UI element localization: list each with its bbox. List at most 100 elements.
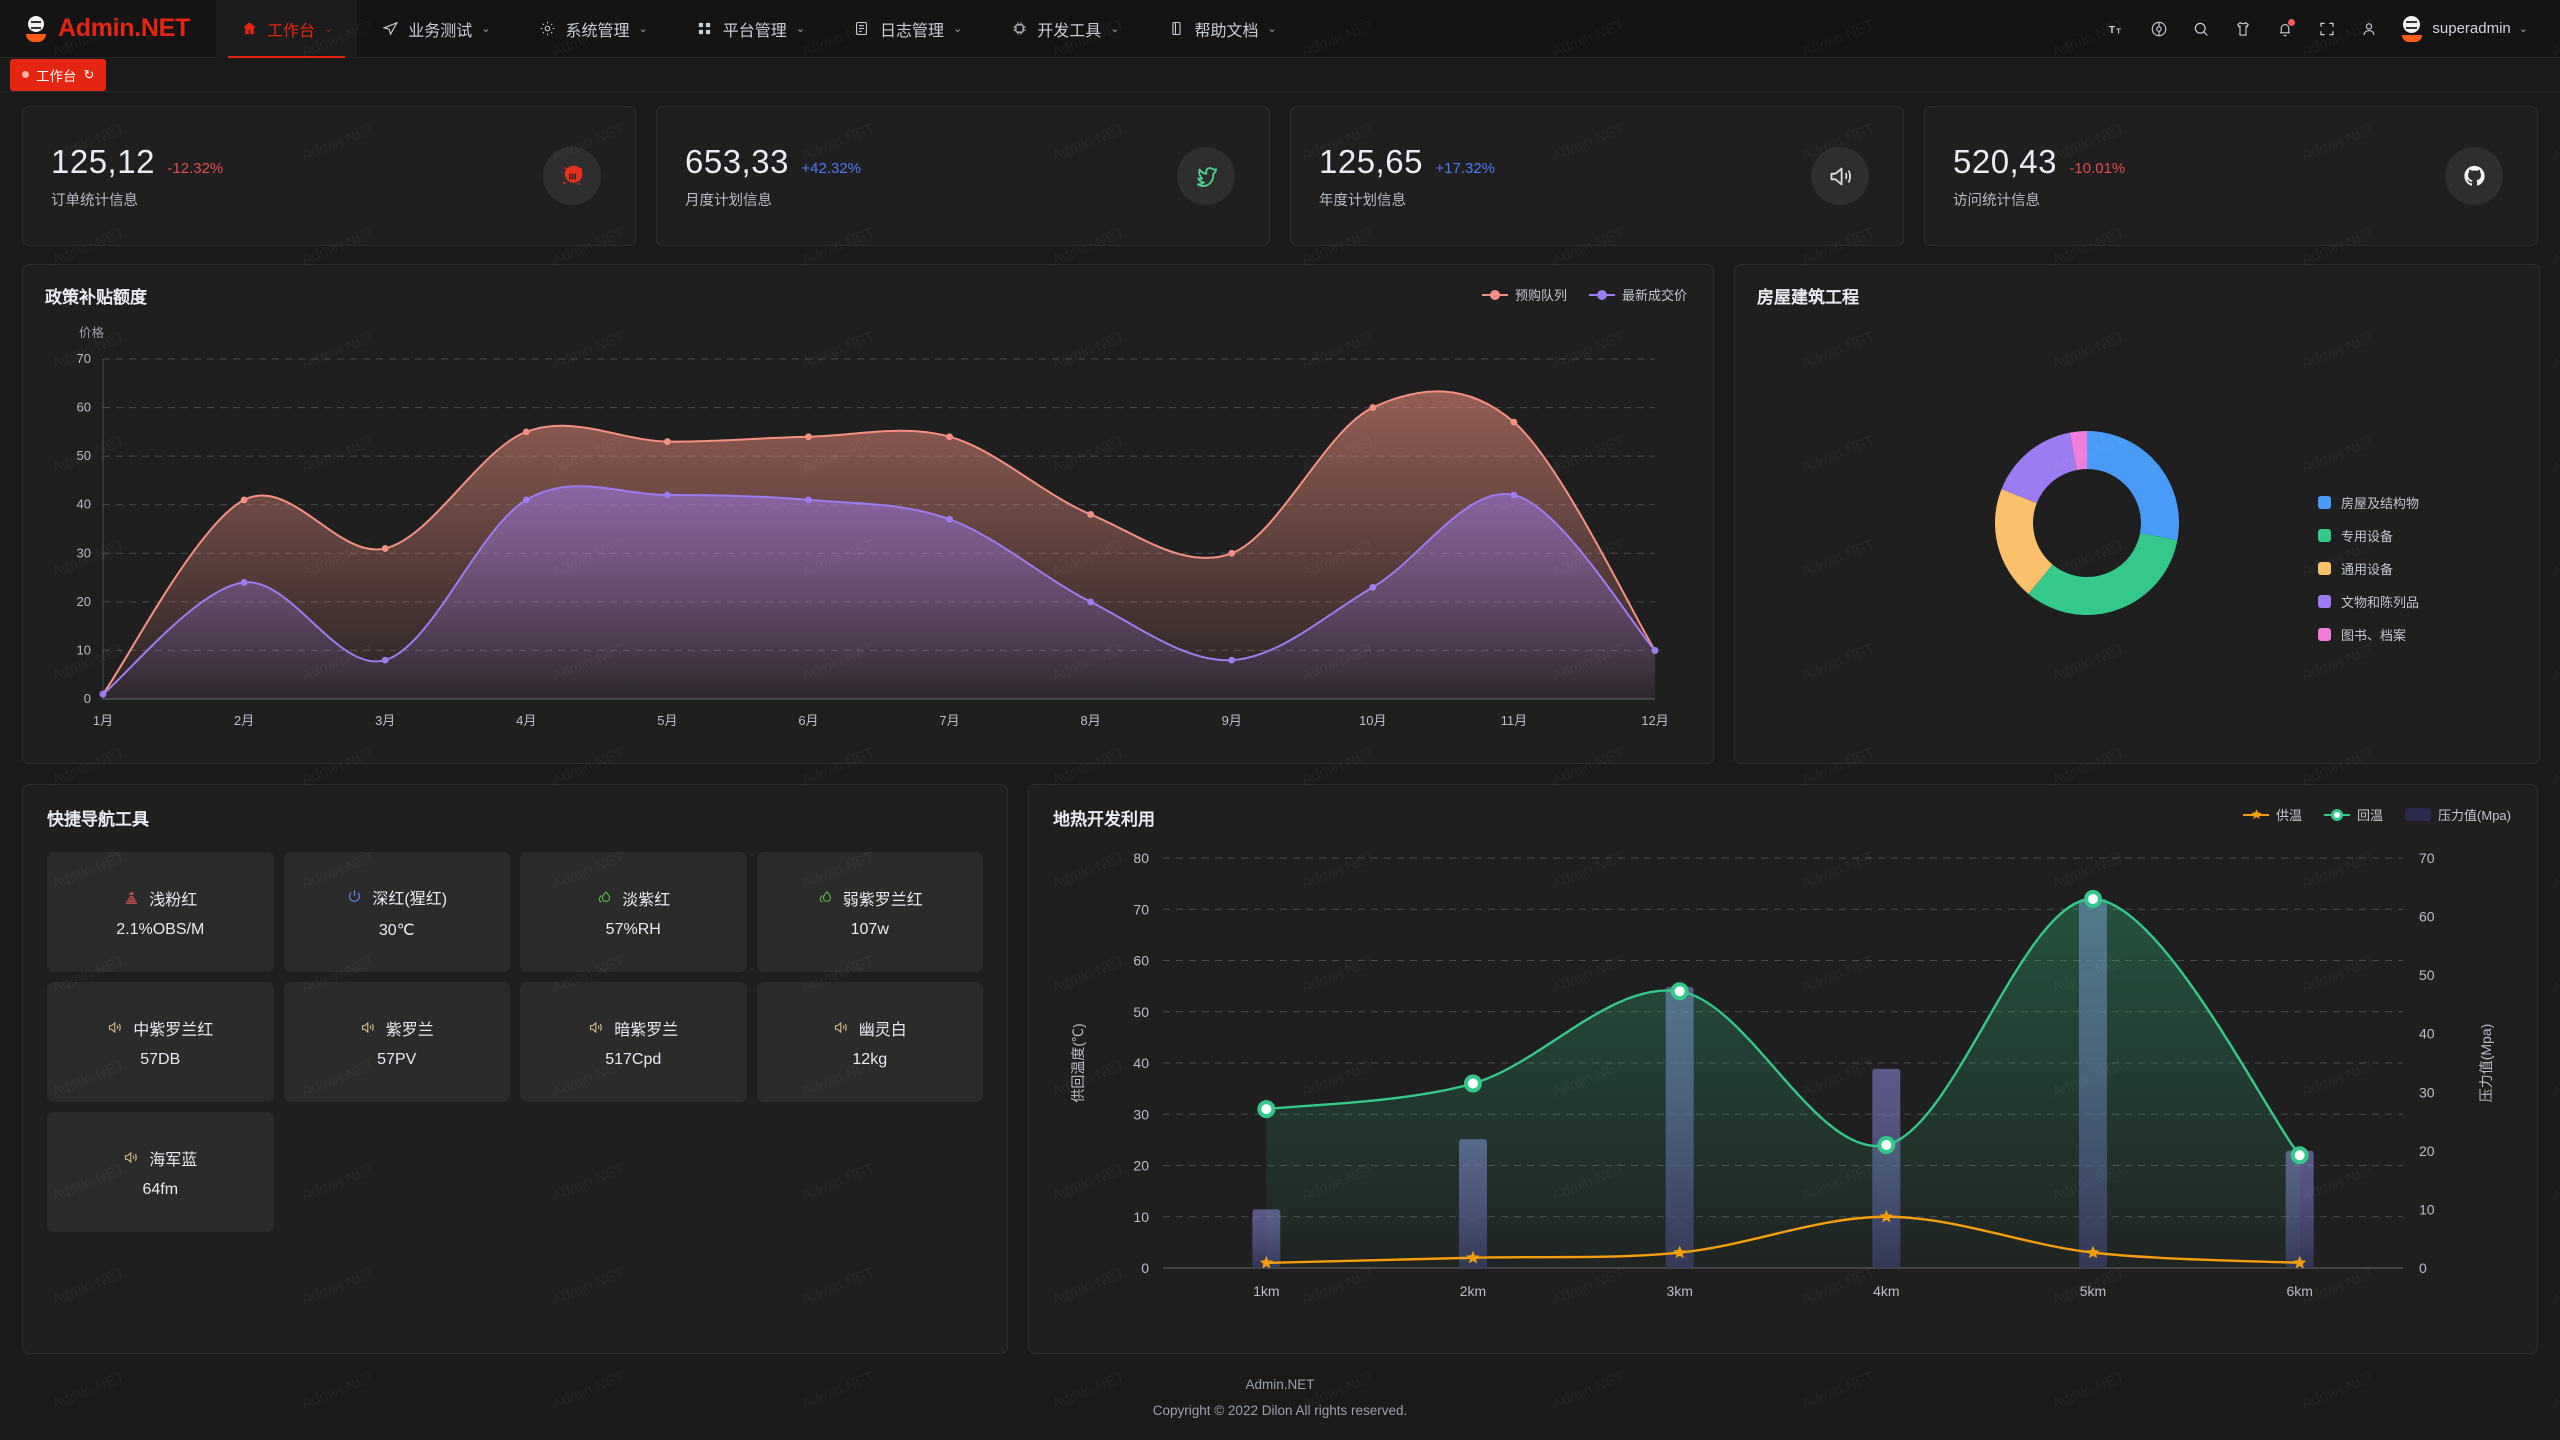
policy-subsidy-chart-card: 政策补贴额度 预购队列 最新成交价 价格 0 10 20 30 40 50 60 70 1月 2月… <box>22 264 1714 764</box>
bottom-row: 快捷导航工具 浅粉红 2.1%OBS/M 深红(猩红) 30℃ 淡紫红 57%RH 弱紫罗兰… <box>22 784 2538 1354</box>
chevron-down-icon: ⌄ <box>795 23 805 35</box>
legend-item[interactable]: 最新成交价 <box>1588 285 1687 304</box>
legend-swatch-icon <box>2405 808 2432 821</box>
theme-icon[interactable] <box>2140 10 2178 48</box>
shirt-icon[interactable] <box>2224 10 2262 48</box>
svg-text:8月: 8月 <box>1081 713 1101 728</box>
stat-card-monthly-plan[interactable]: 653,33 +42.32% 月度计划信息 <box>656 106 1270 246</box>
tool-card[interactable]: 淡紫红 57%RH <box>520 852 747 972</box>
stat-change: -12.32% <box>167 159 224 177</box>
legend-item[interactable]: 预购队列 <box>1481 285 1567 304</box>
svg-text:20: 20 <box>2419 1143 2435 1159</box>
main-menu: 工作台 ⌄ 业务测试 ⌄ 系统管理 ⌄ 平台管理 ⌄ <box>216 0 1301 58</box>
tool-card[interactable]: 紫罗兰 57PV <box>283 982 510 1102</box>
legend-marker-icon <box>2324 808 2351 821</box>
nav-item-label: 业务测试 <box>408 22 473 40</box>
tool-label: 弱紫罗兰红 <box>842 891 923 909</box>
nav-item-business-test[interactable]: 业务测试 ⌄ <box>357 0 514 58</box>
legend-swatch-icon <box>2317 529 2331 542</box>
stat-label: 月度计划信息 <box>685 192 772 209</box>
pie-legend-item[interactable]: 图书、档案 <box>2317 625 2419 644</box>
nav-item-system-management[interactable]: 系统管理 ⌄ <box>515 0 672 58</box>
refresh-icon[interactable]: ↻ <box>83 66 95 82</box>
blob-m-icon <box>543 147 601 205</box>
stat-card-visits[interactable]: 520,43 -10.01% 访问统计信息 <box>1924 106 2538 246</box>
tool-header: 淡紫红 <box>596 886 670 910</box>
legend-item[interactable]: 回温 <box>2324 805 2383 824</box>
search-icon[interactable] <box>2182 10 2220 48</box>
pie-legend: 房屋及结构物专用设备通用设备文物和陈列品 图书、档案 <box>2317 493 2419 644</box>
nav-item-label: 帮助文档 <box>1194 22 1259 40</box>
send-icon <box>381 20 399 38</box>
svg-text:4月: 4月 <box>516 713 536 728</box>
geothermal-chart-card: 地热开发利用 供温 回温 压力值(Mpa) <box>1028 784 2538 1354</box>
chevron-down-icon: ⌄ <box>324 23 334 35</box>
nav-item-help-docs[interactable]: 帮助文档 ⌄ <box>1143 0 1300 58</box>
stat-text: 125,65 +17.32% 年度计划信息 <box>1319 143 1495 210</box>
stat-card-yearly-plan[interactable]: 125,65 +17.32% 年度计划信息 <box>1290 106 1904 246</box>
geothermal-plot: 0 10 20 30 40 50 60 70 80 0 10 20 30 40 50 60 70 供回温度(℃) 压… <box>1070 850 2494 1299</box>
legend-item[interactable]: 供温 <box>2243 805 2302 824</box>
nav-item-log-management[interactable]: 日志管理 ⌄ <box>829 0 986 58</box>
user-menu[interactable]: superadmin ⌄ <box>2392 15 2544 42</box>
top-navigation-bar: Admin.NET 工作台 ⌄ 业务测试 ⌄ 系统管理 ⌄ <box>0 0 2560 58</box>
svg-text:50: 50 <box>1133 1004 1149 1020</box>
nav-item-label: 开发工具 <box>1037 22 1102 40</box>
footer-brand: Admin.NET <box>1245 1377 1315 1392</box>
svg-text:30: 30 <box>2419 1084 2435 1100</box>
tool-card[interactable]: 暗紫罗兰 517Cpd <box>520 982 747 1102</box>
app-logo[interactable]: Admin.NET <box>0 14 216 43</box>
tools-grid: 浅粉红 2.1%OBS/M 深红(猩红) 30℃ 淡紫红 57%RH 弱紫罗兰红 107w 中紫… <box>47 852 983 1232</box>
svg-text:4km: 4km <box>1873 1283 1899 1299</box>
stat-value-line: 520,43 -10.01% <box>1953 143 2125 181</box>
tab-active-dot-icon <box>22 71 29 78</box>
svg-text:10: 10 <box>1133 1209 1149 1225</box>
bell-icon[interactable] <box>2266 10 2304 48</box>
pie-legend-item[interactable]: 房屋及结构物 <box>2317 493 2419 512</box>
tool-card[interactable]: 浅粉红 2.1%OBS/M <box>47 852 274 972</box>
tool-header: 中紫罗兰红 <box>107 1016 213 1040</box>
megaphone-icon <box>1811 147 1869 205</box>
svg-text:20: 20 <box>1133 1158 1149 1174</box>
tool-label: 暗紫罗兰 <box>614 1021 679 1039</box>
tool-label: 浅粉红 <box>149 891 198 909</box>
user-icon[interactable] <box>2350 10 2388 48</box>
speaker-icon <box>833 1019 850 1036</box>
pie-legend-item[interactable]: 文物和陈列品 <box>2317 592 2419 611</box>
fullscreen-icon[interactable] <box>2308 10 2346 48</box>
svg-text:7月: 7月 <box>939 713 959 728</box>
tool-card[interactable]: 弱紫罗兰红 107w <box>756 852 983 972</box>
logo-mark-icon <box>24 15 48 42</box>
stat-change: +17.32% <box>1435 159 1496 177</box>
tool-label: 深红(猩红) <box>372 890 448 908</box>
tab-workbench[interactable]: 工作台 ↻ <box>10 58 107 91</box>
tool-header: 幽灵白 <box>833 1016 907 1040</box>
tool-card[interactable]: 深红(猩红) 30℃ <box>283 852 510 972</box>
nav-item-dev-tools[interactable]: 开发工具 ⌄ <box>986 0 1143 58</box>
nav-item-platform-management[interactable]: 平台管理 ⌄ <box>672 0 829 58</box>
pie-legend-item[interactable]: 通用设备 <box>2317 559 2419 578</box>
svg-text:40: 40 <box>77 497 91 512</box>
nav-item-workbench[interactable]: 工作台 ⌄ <box>216 0 358 58</box>
pie-legend-label: 专用设备 <box>2340 529 2393 544</box>
tool-header: 深红(猩红) <box>346 885 447 909</box>
tool-card[interactable]: 中紫罗兰红 57DB <box>47 982 274 1102</box>
svg-text:5月: 5月 <box>657 713 677 728</box>
grid-icon <box>696 20 714 38</box>
tool-card[interactable]: 幽灵白 12kg <box>756 982 983 1102</box>
svg-text:2km: 2km <box>1460 1283 1486 1299</box>
svg-text:70: 70 <box>2419 850 2435 866</box>
svg-text:40: 40 <box>1133 1055 1149 1071</box>
stat-text: 653,33 +42.32% 月度计划信息 <box>685 143 861 210</box>
tool-label: 幽灵白 <box>858 1021 907 1039</box>
pie-legend-item[interactable]: 专用设备 <box>2317 526 2419 545</box>
legend-item[interactable]: 压力值(Mpa) <box>2405 805 2511 824</box>
y-axis-title: 价格 <box>79 326 105 340</box>
chevron-down-icon: ⌄ <box>638 23 648 35</box>
tool-card[interactable]: 海军蓝 64fm <box>47 1112 274 1232</box>
user-name: superadmin <box>2432 20 2511 37</box>
svg-text:12月: 12月 <box>1641 713 1668 728</box>
stat-card-orders[interactable]: 125,12 -12.32% 订单统计信息 <box>22 106 636 246</box>
